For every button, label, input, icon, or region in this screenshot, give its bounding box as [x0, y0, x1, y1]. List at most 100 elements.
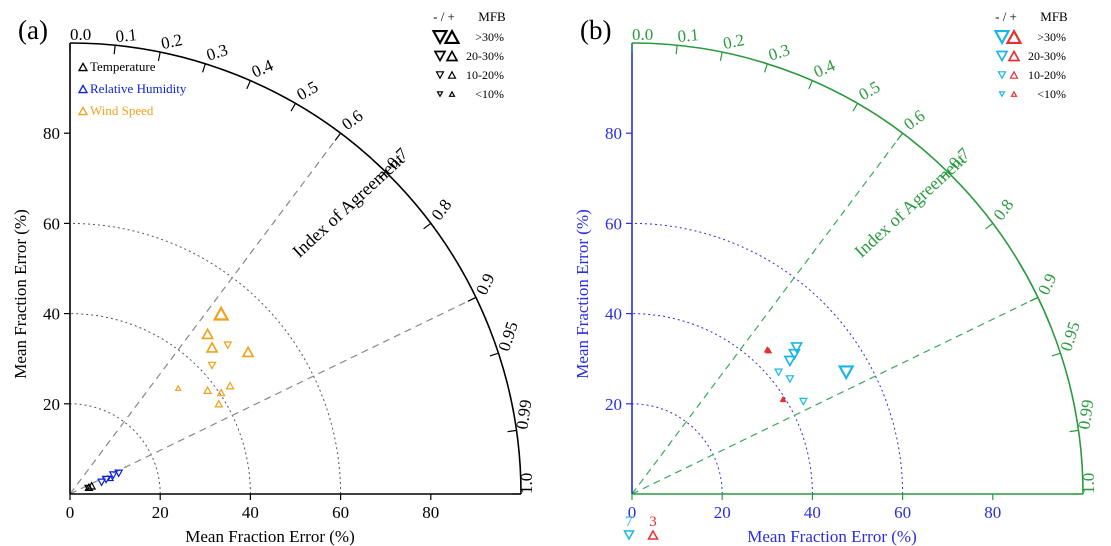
mfb-legend-pos-marker — [448, 90, 456, 97]
y-tick-label: 20 — [605, 395, 622, 414]
ray-line-0.9 — [631, 296, 1039, 495]
angle-tick-mark — [1051, 352, 1061, 357]
mfb-legend-label: 20-30% — [466, 49, 504, 63]
mfb-legend-neg-marker — [433, 50, 447, 63]
y-tick-label: 60 — [605, 214, 622, 233]
off-scale-marker-neg — [623, 530, 635, 541]
y-axis-title: Mean Fraction Error (%) — [11, 209, 30, 378]
angle-tick-label: 0.2 — [159, 30, 184, 53]
angle-tick-label: 0.3 — [766, 40, 792, 65]
series-wind-speed — [174, 305, 255, 408]
x-axis-title: Mean Fraction Error (%) — [185, 527, 354, 546]
angle-tick-mark — [719, 51, 723, 62]
angle-tick-mark — [113, 45, 116, 55]
data-point — [837, 365, 855, 381]
mfb-legend-pos-marker — [445, 49, 459, 62]
data-point — [241, 345, 255, 358]
outer-arc — [69, 42, 522, 495]
mfb-legend-neg-marker — [436, 91, 444, 98]
angle-tick-mark — [246, 80, 251, 90]
angle-tick-mark — [290, 103, 297, 112]
data-point — [765, 347, 773, 354]
outer-arc — [631, 42, 1084, 495]
mfb-legend-neg-marker — [995, 50, 1009, 63]
y-axis-title: Mean Fraction Error (%) — [573, 209, 592, 378]
angle-tick-label: 0.1 — [677, 25, 700, 46]
mfb-legend-sign-header: - / + — [433, 9, 455, 24]
data-point — [108, 471, 118, 480]
arc-label: Index of Agreement — [850, 149, 970, 261]
series-legend-marker — [77, 84, 89, 94]
panel-label: (b) — [580, 15, 611, 45]
angle-tick-mark — [808, 80, 813, 90]
x-tick-label: 60 — [894, 503, 911, 522]
angle-tick-mark — [1029, 296, 1039, 302]
angle-tick-mark — [985, 222, 994, 230]
radial-circle-20 — [69, 403, 161, 495]
angle-tick-label: 0.9 — [1034, 270, 1060, 297]
angle-tick-label: 0.6 — [900, 106, 928, 134]
mfb-legend-title: MFB — [478, 9, 506, 24]
angle-tick-mark — [334, 132, 342, 141]
data-point — [798, 397, 808, 406]
data-point — [214, 399, 224, 408]
x-tick-label: 80 — [422, 503, 439, 522]
angle-tick-mark — [378, 171, 387, 179]
angle-tick-label: 0.99 — [1074, 398, 1097, 430]
series-legend-label: Temperature — [90, 59, 156, 74]
data-point — [225, 381, 235, 390]
off-scale-marker-pos — [647, 529, 659, 540]
angle-tick-mark — [157, 51, 161, 62]
data-point — [84, 482, 94, 491]
y-tick-label: 80 — [605, 124, 622, 143]
angle-tick-label: 0.1 — [115, 25, 138, 46]
series-legend: Temperature Relative Humidity Wind Speed — [77, 59, 187, 118]
angle-tick-mark — [675, 45, 678, 55]
angle-tick-label: 0.3 — [204, 40, 230, 65]
series-legend-label: Relative Humidity — [90, 81, 187, 96]
mfb-legend-label: 10-20% — [1028, 68, 1066, 82]
angle-tick-label: 1.0 — [517, 473, 536, 494]
angle-tick-label: 0.99 — [512, 398, 535, 430]
arc-label: Index of Agreement — [288, 149, 408, 261]
mfb-legend-sign-header: - / + — [995, 9, 1017, 24]
data-point — [783, 355, 797, 368]
radial-circle-60 — [631, 222, 904, 495]
ray-line-0.6 — [631, 132, 904, 495]
data-point — [203, 385, 213, 394]
x-tick-label: 60 — [332, 503, 349, 522]
x-tick-label: 0 — [66, 503, 75, 522]
angle-tick-label: 0.0 — [632, 25, 653, 44]
mfb-legend-neg-marker — [998, 91, 1006, 98]
data-point — [212, 305, 230, 321]
angle-tick-label: 0.5 — [855, 77, 883, 104]
mfb-legend-pos-marker — [1009, 70, 1019, 79]
mfb-legend-pos-marker — [1010, 90, 1018, 97]
y-tick-label: 40 — [43, 305, 60, 324]
angle-tick-label: 0.4 — [811, 55, 839, 81]
mfb-legend-title: MFB — [1040, 9, 1068, 24]
mfb-legend-pos-marker — [1005, 28, 1023, 44]
mfb-legend-label: >30% — [1037, 30, 1066, 44]
mfb-legend-pos-marker — [447, 70, 457, 79]
data-point — [114, 469, 124, 478]
y-tick-label: 60 — [43, 214, 60, 233]
radial-circle-60 — [69, 222, 342, 495]
angle-tick-label: 0.4 — [249, 55, 277, 81]
y-tick-label: 40 — [605, 305, 622, 324]
series-legend-marker — [77, 62, 89, 72]
series-positive-mfb — [763, 346, 787, 403]
mfb-legend-label: >30% — [475, 30, 504, 44]
data-point — [107, 474, 115, 482]
data-point — [790, 342, 804, 354]
data-point — [205, 341, 219, 353]
mfb-legend-neg-marker — [997, 71, 1007, 80]
angle-tick-label: 0.95 — [1057, 319, 1084, 353]
angle-tick-label: 0.9 — [472, 270, 498, 297]
angle-tick-label: 0.2 — [721, 30, 746, 53]
mfb-legend: - / + MFB >30% 20-30% 10-20% <10% — [993, 9, 1068, 101]
angle-tick-label: 1.0 — [1079, 473, 1098, 494]
series-relative-humidity — [97, 469, 124, 487]
x-tick-label: 80 — [984, 503, 1001, 522]
y-tick-label: 80 — [43, 124, 60, 143]
